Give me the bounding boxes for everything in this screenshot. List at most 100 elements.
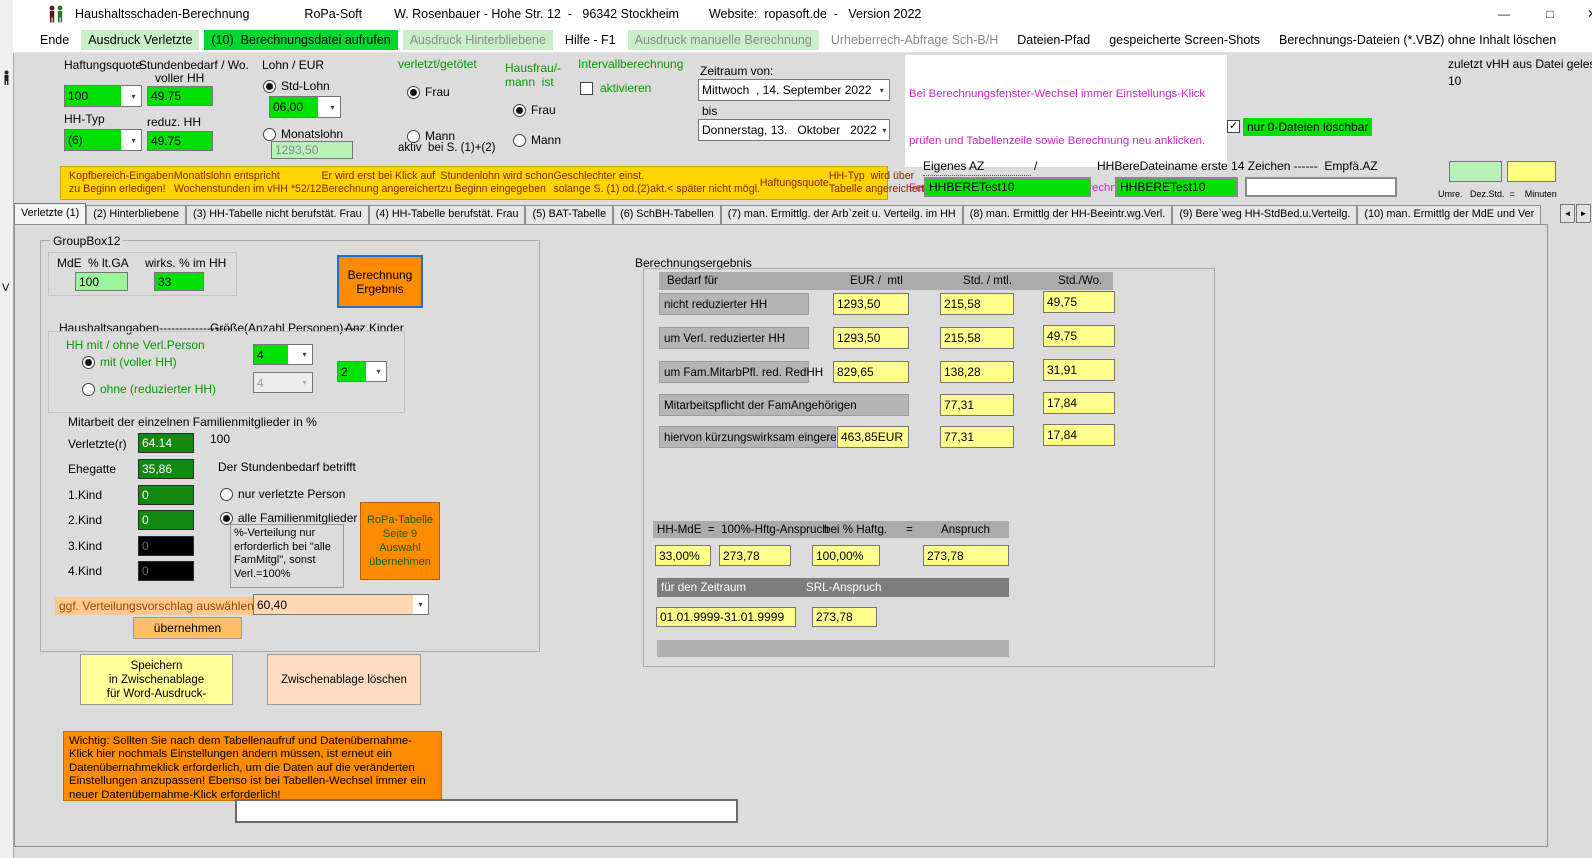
stundenbedarf-label: Stundenbedarf / Wo. [139, 58, 249, 72]
hausfrau-frau-label: Frau [531, 103, 556, 117]
chevron-down-icon[interactable]: ▾ [131, 91, 136, 101]
menu-item-ende[interactable]: Ende [40, 32, 70, 47]
tab-scroll-left-icon[interactable]: ◄ [1560, 204, 1575, 223]
tab-bat-tabelle[interactable]: (5) BAT-Tabelle [525, 205, 614, 224]
std-lohn-radio[interactable] [263, 80, 276, 93]
verletzt-frau-radio[interactable] [407, 86, 420, 99]
zeitraum-bis-select[interactable]: Donnerstag, 13. Oktober 2022 ▾ [698, 119, 890, 141]
ropa-tabelle-button[interactable]: RoPa-Tabelle Seite 9 Auswahl übernehmen [360, 502, 440, 580]
chevron-down-icon[interactable]: ▾ [330, 102, 335, 112]
groesse-disabled-select: 4 ▾ [253, 372, 313, 393]
hh-typ-select[interactable]: (6) ▾ [64, 129, 142, 151]
mit-voller-hh-radio[interactable] [82, 356, 95, 369]
warn-seg-line: solange S. (1) od.(2)akt.< später nicht … [553, 183, 760, 195]
warn-seg-line: Berechnung angereichert [321, 183, 441, 195]
haftungsquote-select[interactable]: 100 ▾ [64, 85, 142, 107]
tab-hinterbliebene[interactable]: (2) Hinterbliebene [86, 205, 187, 224]
maximize-button[interactable]: □ [1546, 6, 1554, 21]
app-website: Website: ropasoft.de - Version 2022 [708, 6, 922, 21]
mitarbeit-sum-label: 100 [210, 432, 231, 446]
mit-voller-hh-label: mit (voller HH) [100, 355, 177, 369]
chevron-down-icon[interactable]: ▾ [131, 135, 136, 145]
mitarbeit-row-label: 2.Kind [68, 513, 103, 527]
tab-man-ermittlung-arbeitszeit[interactable]: (7) man. Ermittlg. der Arb`zeit u. Verte… [720, 205, 963, 224]
results-col-header: Std. / mtl. [963, 274, 1012, 287]
haftungsquote-value: 100 [65, 86, 121, 106]
ehegatte-pct-field[interactable]: 35,86 [138, 459, 194, 479]
verteilungsvorschlag-select[interactable]: 60,40 ▾ [253, 594, 429, 615]
berechnung-ergebnis-button[interactable]: Berechnung Ergebnis [337, 255, 423, 308]
tab-schbh-tabellen[interactable]: (6) SchBH-Tabellen [613, 205, 721, 224]
speichern-zwischenablage-button[interactable]: Speichern in Zwischenablage für Word-Aus… [80, 654, 233, 705]
results-stdwo-field: 49,75 [1043, 291, 1115, 313]
verletzt-mann-label: Mann [425, 129, 456, 143]
tab-strip: Verletzte (1) (2) Hinterbliebene (3) HH-… [14, 203, 1559, 225]
umre-dezstd-field[interactable] [1449, 161, 1502, 182]
warn-seg-line: zu Beginn erledigen! [69, 183, 166, 195]
results-col-header: Bedarf für [667, 274, 718, 287]
warn-seg-line: Haftungsquote [759, 176, 829, 189]
results-row-label: um Verl. reduzierter HH [659, 327, 809, 349]
alle-familienmitglieder-radio[interactable] [220, 512, 233, 525]
aktivieren-checkbox[interactable] [580, 82, 593, 95]
uebernehmen-button[interactable]: übernehmen [133, 617, 242, 639]
menu-item-berechnungsdatei-aufrufen[interactable]: (10) Berechnungsdatei aufrufen [204, 29, 398, 50]
tab-verletzte-1[interactable]: Verletzte (1) [14, 203, 87, 224]
az-divider [923, 175, 1031, 176]
tab-scroll-right-icon[interactable]: ► [1576, 204, 1591, 223]
menu-item-screenshots[interactable]: gespeicherte Screen-Shots [1109, 32, 1261, 47]
tab-man-ermittlung-hh-beeintraechtigung[interactable]: (8) man. Ermittlg der HH-Beeintr.wg.Verl… [962, 205, 1173, 224]
monatslohn-radio[interactable] [263, 128, 276, 141]
kind2-pct-field[interactable]: 0 [138, 510, 194, 530]
app-company: RoPa-Soft [304, 6, 363, 21]
chevron-down-icon[interactable]: ▾ [302, 350, 307, 359]
eigenes-az-field[interactable]: HHBERETest10 [924, 177, 1091, 197]
ohne-reduzierter-hh-radio[interactable] [82, 383, 95, 396]
verletzt-mann-radio[interactable] [407, 130, 420, 143]
close-button[interactable]: ✕ [1578, 7, 1592, 21]
tab-hh-tabelle-berufstaetig[interactable]: (4) HH-Tabelle berufstät. Frau [368, 205, 526, 224]
bottom-text-input[interactable] [235, 799, 738, 823]
menu-item-ausdruck-hinterbliebene[interactable]: Ausdruck Hinterbliebene [402, 29, 553, 50]
voller-hh-field[interactable]: 49.75 [147, 86, 213, 106]
aktiv-bei-note: aktiv bei S. (1)+(2) [398, 142, 496, 154]
menu-item-hilfe[interactable]: Hilfe - F1 [564, 32, 616, 47]
tab-berechnung-hh-stdbedarf[interactable]: (9) Bere`weg HH-StdBed.u.Verteilg. [1172, 205, 1358, 224]
tab-man-ermittlung-mde[interactable]: (10) man. Ermittlg der MdE und Ver [1357, 205, 1542, 224]
menu-item-vbz-loeschen[interactable]: Berechnungs-Dateien (*.VBZ) ohne Inhalt … [1279, 32, 1557, 47]
chevron-down-icon[interactable]: ▾ [882, 125, 887, 135]
mde-field[interactable]: 100 [75, 272, 128, 291]
hausfrau-frau-radio[interactable] [513, 104, 526, 117]
minimize-button[interactable]: — [1498, 6, 1510, 21]
zeitraum-von-select[interactable]: Mittwoch , 14. September 2022 ▾ [698, 79, 890, 101]
hausfrau-mann-radio[interactable] [513, 134, 526, 147]
mitarbeit-row-label: Verletzte(r) [68, 437, 127, 451]
empfaenger-az-field[interactable] [1245, 177, 1397, 197]
chevron-down-icon[interactable]: ▾ [418, 600, 423, 609]
wirks-field[interactable]: 33 [154, 272, 204, 291]
reduz-hh-field[interactable]: 49.75 [147, 131, 213, 151]
menu-item-dateien-pfad[interactable]: Dateien-Pfad [1017, 32, 1091, 47]
kind1-pct-field[interactable]: 0 [138, 485, 194, 505]
chevron-down-icon[interactable]: ▾ [879, 85, 884, 95]
nur-verletzte-person-radio[interactable] [220, 488, 233, 501]
menu-item-ausdruck-verletzte[interactable]: Ausdruck Verletzte [81, 29, 200, 50]
verletzte-pct-field[interactable]: 64.14 [138, 433, 194, 453]
ropa-button-line: Seite 9 [382, 528, 418, 540]
menu-item-ausdruck-manuelle-berechnung[interactable]: Ausdruck manuelle Berechnung [627, 29, 819, 50]
warning-strip: Kopfbereich-Eingaben zu Beginn erledigen!… [60, 166, 924, 200]
umre-minuten-field[interactable] [1507, 161, 1556, 182]
zwischenablage-loeschen-button[interactable]: Zwischenablage löschen [267, 654, 421, 705]
nur-null-dateien-checkbox[interactable]: ✓ [1227, 120, 1240, 133]
zuletzt-vhh-label: zuletzt vHH aus Datei gelesen [1448, 57, 1592, 71]
chevron-down-icon[interactable]: ▾ [376, 367, 381, 376]
anz-kinder-select[interactable]: 2 ▾ [337, 361, 387, 382]
tab-hh-tabelle-nicht-berufstaetig[interactable]: (3) HH-Tabelle nicht berufstät. Frau [186, 205, 369, 224]
zeitraum-bis-value: Donnerstag, 13. Oktober 2022 [702, 123, 877, 137]
menu-item-urheberrecht-abfrage[interactable]: Urheberrech-Abfrage Sch-B/H [830, 32, 999, 47]
std-lohn-value: 06,00 [270, 97, 318, 117]
stundenbedarf-betrifft-title: Der Stundenbedarf betrifft [218, 460, 356, 474]
dateiname-field[interactable]: HHBERETest10 [1115, 177, 1238, 197]
groesse-select[interactable]: 4 ▾ [253, 344, 313, 365]
std-lohn-select[interactable]: 06,00 ▾ [269, 96, 341, 118]
